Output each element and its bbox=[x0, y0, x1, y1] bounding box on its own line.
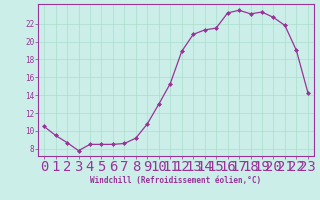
X-axis label: Windchill (Refroidissement éolien,°C): Windchill (Refroidissement éolien,°C) bbox=[91, 176, 261, 185]
